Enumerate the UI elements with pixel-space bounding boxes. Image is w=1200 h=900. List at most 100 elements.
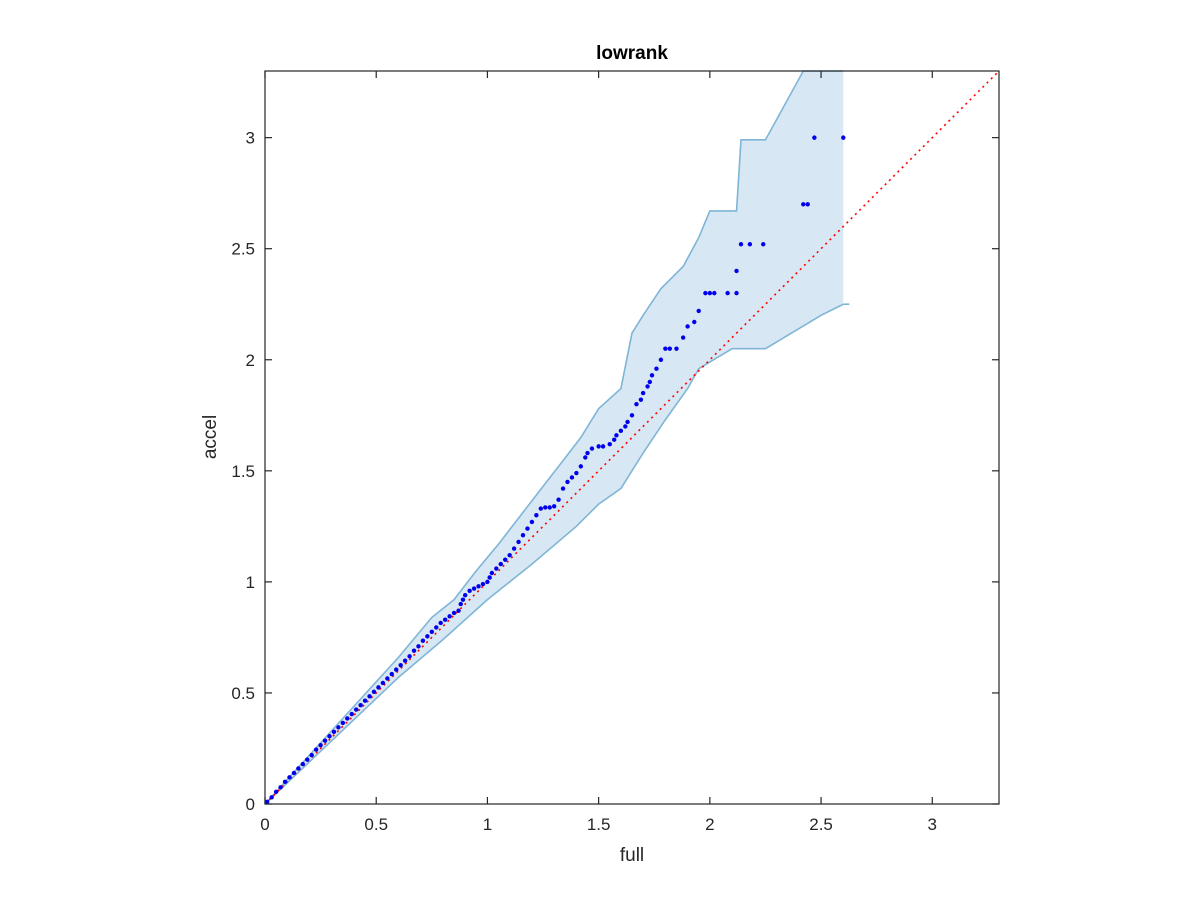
data-point [629,413,635,418]
data-point [738,242,744,247]
data-point [647,379,652,385]
data-point [442,617,448,622]
x-axis-ticks: 0 0.5 1 1.5 2 2.5 3 [260,71,937,834]
x-tick-label: 0.5 [364,815,388,834]
data-point [358,702,363,708]
x-tick-label: 0 [260,815,269,834]
confidence-band [264,70,850,805]
x-tick-label: 2 [705,815,714,834]
data-point [394,667,399,672]
data-point [674,346,679,351]
data-point [273,789,279,794]
data-points [265,135,846,804]
data-point [300,761,306,767]
x-tick-label: 1.5 [587,815,611,834]
x-tick-label: 3 [928,815,937,834]
data-point [511,546,517,551]
data-point [480,581,486,587]
data-point [574,470,579,476]
data-point [349,711,354,717]
data-point [420,638,426,643]
data-point [734,290,739,296]
y-tick-label: 2.5 [231,240,255,259]
data-point [313,747,319,752]
data-point [618,428,624,434]
data-point [747,242,753,247]
data-point [551,504,557,509]
data-point [658,357,664,362]
data-point [429,629,435,635]
y-tick-label: 3 [246,129,255,148]
y-tick-label: 0 [246,795,255,814]
data-point [438,620,443,626]
reference-line-diagonal [264,70,1000,805]
data-point [600,444,606,449]
data-point [507,553,512,558]
data-point [411,648,417,653]
data-point [353,707,359,712]
data-point [761,242,766,247]
data-point [583,455,588,460]
data-point [376,685,381,690]
data-point [494,566,499,571]
data-point [696,308,701,314]
data-point [638,397,644,402]
data-point [462,593,468,598]
chart-title: lowrank [596,43,668,64]
data-point [451,610,457,616]
y-axis-ticks: 0 0.5 1 1.5 2 2.5 3 [231,129,999,814]
data-point [489,570,495,576]
data-point [556,497,561,502]
y-tick-label: 1.5 [231,462,255,481]
data-point [649,373,655,378]
data-point [614,433,619,438]
data-point [269,795,274,800]
data-point [287,775,292,780]
data-point [547,505,552,510]
data-point [680,335,686,340]
data-point [371,689,377,695]
x-axis-title: full [620,845,644,866]
data-point [318,742,323,748]
data-point [538,506,544,511]
data-point [471,586,477,591]
data-point [560,486,566,491]
data-point [278,785,283,790]
data-point [296,766,301,771]
data-point [712,290,717,296]
data-point [812,135,817,140]
reference-line [264,70,1000,805]
data-point [667,346,673,351]
plot-frame [264,70,1000,805]
data-point [703,290,708,296]
data-point [367,694,372,699]
data-point [805,202,810,207]
data-point [402,658,408,663]
data-point [692,319,697,325]
data-point [623,424,628,429]
data-point [640,390,646,396]
data-point [525,526,530,531]
data-point [589,446,595,451]
band-fill [265,71,844,804]
data-point [578,464,584,469]
data-point [707,290,713,296]
data-point [685,324,690,329]
data-point [734,268,739,274]
data-point [305,757,310,762]
data-point [516,539,521,545]
data-point [336,725,341,730]
data-point [458,601,463,607]
data-point [385,676,390,681]
y-tick-label: 0.5 [231,684,255,703]
data-point [282,779,288,784]
data-point [565,479,570,485]
data-point [345,716,350,721]
data-point [596,444,601,449]
data-point [456,608,461,613]
band-upper-edge [264,70,844,805]
data-point [503,557,508,562]
data-point [585,450,590,456]
data-point [543,505,548,510]
